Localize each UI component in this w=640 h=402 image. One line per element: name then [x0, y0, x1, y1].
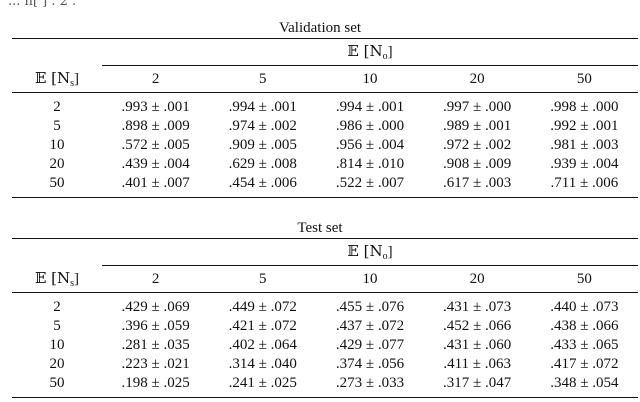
row-label: 5: [53, 118, 61, 134]
table-row: 5 .898 ± .009 .974 ± .002 .986 ± .000 .9…: [12, 117, 638, 136]
table-row: 10 .572 ± .005 .909 ± .005 .956 ± .004 .…: [12, 136, 638, 155]
table-cell: .939 ± .004: [550, 156, 619, 172]
table-cell: .401 ± .007: [121, 175, 190, 191]
row-group-header: 𝔼 [Ns]: [34, 268, 80, 289]
table-row: 20 .223 ± .021 .314 ± .040 .374 ± .056 .…: [12, 355, 638, 374]
table-cell: .992 ± .001: [550, 118, 619, 134]
row-label: 20: [49, 356, 65, 372]
table-cell: .455 ± .076: [335, 299, 405, 315]
table-cell: .317 ± .047: [443, 375, 512, 391]
col-group-header: 𝔼 [No]: [102, 239, 638, 266]
row-label: 50: [49, 375, 65, 391]
table-cell: .986 ± .000: [335, 118, 405, 134]
table-cell: .972 ± .002: [443, 137, 512, 153]
table-cell: .454 ± .006: [228, 175, 297, 191]
row-label: 2: [53, 299, 61, 315]
table-cell: .402 ± .064: [228, 337, 297, 353]
table-cell: .994 ± .001: [335, 99, 405, 115]
table-cell: .421 ± .072: [228, 318, 297, 334]
table-cell: .908 ± .009: [443, 156, 512, 172]
table-cell: .572 ± .005: [121, 137, 190, 153]
table-cell: .449 ± .072: [228, 299, 297, 315]
table-cell: .439 ± .004: [121, 156, 190, 172]
table-cell: .223 ± .021: [121, 356, 190, 372]
table-cell: .431 ± .060: [443, 337, 512, 353]
table-cell: .437 ± .072: [335, 318, 405, 334]
table-row: 2 .429 ± .069 .449 ± .072 .455 ± .076 .4…: [12, 298, 638, 317]
table-cell: .997 ± .000: [443, 99, 512, 115]
col-header: 2: [151, 70, 160, 87]
col-header: 2: [151, 270, 160, 287]
table-cell: .998 ± .000: [550, 99, 619, 115]
cropped-text-line: ... n[ ] . 2 .: [0, 0, 200, 10]
table-cell: .522 ± .007: [335, 175, 405, 191]
table-cell: .711 ± .006: [550, 175, 619, 191]
table-cell: .994 ± .001: [228, 99, 297, 115]
table-cell: .411 ± .063: [443, 356, 511, 372]
col-header: 10: [362, 70, 378, 87]
col-header: 50: [576, 270, 592, 287]
row-label: 10: [49, 137, 65, 153]
cropped-text: ... n[ ] . 2 .: [8, 0, 77, 9]
table-cell: .429 ± .069: [121, 299, 190, 315]
table-row: 10 .281 ± .035 .402 ± .064 .429 ± .077 .…: [12, 336, 638, 355]
col-header: 50: [576, 70, 592, 87]
table-cell: .241 ± .025: [228, 375, 297, 391]
table-row: 50 .401 ± .007 .454 ± .006 .522 ± .007 .…: [12, 174, 638, 193]
row-label: 2: [53, 99, 61, 115]
table-cell: .438 ± .066: [550, 318, 619, 334]
table-cell: .956 ± .004: [335, 137, 405, 153]
table-cell: .629 ± .008: [228, 156, 297, 172]
table-cell: .440 ± .073: [550, 299, 619, 315]
table-cell: .281 ± .035: [121, 337, 190, 353]
table-cell: .909 ± .005: [228, 137, 297, 153]
col-header: 5: [259, 270, 267, 287]
row-label: 5: [53, 318, 61, 334]
col-header: 5: [259, 70, 267, 87]
validation-table-block: Validation set 𝔼 [No] 𝔼 [Ns] 2 5 10 20 5…: [0, 18, 640, 198]
row-group-header: 𝔼 [Ns]: [34, 68, 80, 89]
table-cell: .396 ± .059: [121, 318, 190, 334]
table-cell: .993 ± .001: [121, 99, 190, 115]
validation-table: 𝔼 [No] 𝔼 [Ns] 2 5 10 20 50 2 .993 ± .001…: [12, 38, 638, 198]
table-row: 50 .198 ± .025 .241 ± .025 .273 ± .033 .…: [12, 374, 638, 393]
row-label: 50: [49, 175, 65, 191]
table-cell: .433 ± .065: [550, 337, 619, 353]
table-row: 20 .439 ± .004 .629 ± .008 .814 ± .010 .…: [12, 155, 638, 174]
col-group-header: 𝔼 [No]: [102, 39, 638, 66]
row-label: 10: [49, 337, 65, 353]
table-cell: .452 ± .066: [443, 318, 512, 334]
table-cell: .431 ± .073: [443, 299, 512, 315]
table-cell: .273 ± .033: [335, 375, 405, 391]
table-row: 5 .396 ± .059 .421 ± .072 .437 ± .072 .4…: [12, 317, 638, 336]
col-header: 10: [362, 270, 378, 287]
table-cell: .898 ± .009: [121, 118, 190, 134]
table-cell: .348 ± .054: [550, 375, 619, 391]
table-cell: .617 ± .003: [443, 175, 512, 191]
table-cell: .981 ± .003: [550, 137, 619, 153]
table-cell: .974 ± .002: [228, 118, 297, 134]
test-table: 𝔼 [No] 𝔼 [Ns] 2 5 10 20 50 2 .429 ± .069…: [12, 238, 638, 398]
row-label: 20: [49, 156, 65, 172]
col-header: 20: [469, 270, 485, 287]
table-cell: .989 ± .001: [443, 118, 512, 134]
table-cell: .429 ± .077: [335, 337, 405, 353]
test-caption: Test set: [297, 220, 343, 236]
table-cell: .374 ± .056: [335, 356, 405, 372]
test-table-block: Test set 𝔼 [No] 𝔼 [Ns] 2 5 10 20 50 2 .4…: [0, 218, 640, 398]
table-cell: .417 ± .072: [550, 356, 619, 372]
validation-caption: Validation set: [278, 20, 362, 36]
table-row: 2 .993 ± .001 .994 ± .001 .994 ± .001 .9…: [12, 98, 638, 117]
col-header: 20: [469, 70, 485, 87]
table-cell: .814 ± .010: [335, 156, 405, 172]
table-cell: .198 ± .025: [121, 375, 190, 391]
table-cell: .314 ± .040: [228, 356, 297, 372]
